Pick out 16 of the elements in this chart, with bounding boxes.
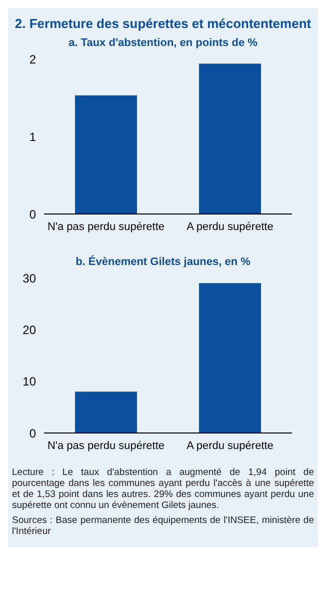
x-tick-label: A perdu supérette [186,440,274,452]
source-note: Sources : Base permanente des équipements de l'INSEE, ministère de l'Intérieur [11,515,315,537]
y-tick-label: 2 [29,52,36,66]
chart-subtitle: b. Évènement Gilets jaunes, en % [74,256,252,268]
text: Lecture : Le taux d'abstention a augmenté de 1,94 point de pourcentage dans les communes ayant perdu l'accès à une supérette et de 1,53 point dans les autres. 29% des communes ayant perdu une supérette ont connu un évènement Gilets jaunes. [11,467,315,511]
y-tick-label: 1 [29,130,36,144]
y-tick-label: 0 [29,207,36,222]
y-tick-label: 10 [22,374,36,389]
x-tick-label: N'a pas perdu supérette [47,220,165,233]
y-tick-label: 0 [29,426,36,440]
y-tick-label: 30 [22,271,36,286]
x-tick-label: A perdu supérette [186,220,274,233]
x-tick-label: N'a pas perdu supérette [47,440,165,452]
chart-subtitle: a. Taux d'abstention, en points de % [68,37,258,49]
chart-title: 2. Fermeture des supérettes et mécontentement [14,16,312,31]
y-tick-label: 20 [22,322,36,337]
